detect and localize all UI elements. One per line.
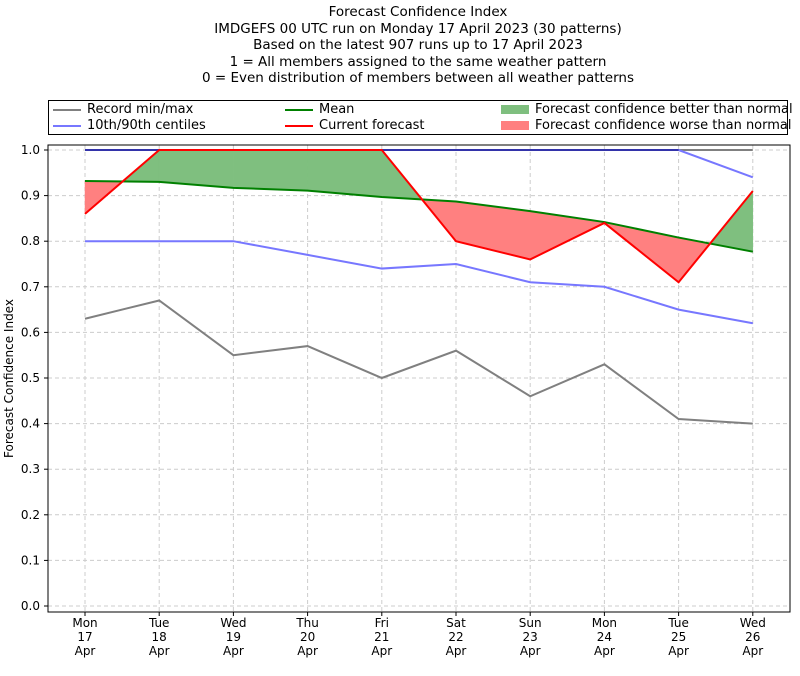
legend-item-record: Record min/max: [53, 102, 193, 117]
legend-item-centiles: 10th/90th centiles: [53, 118, 206, 133]
y-tick-label: 1.0: [21, 143, 40, 157]
chart-title: Forecast Confidence Index IMDGEFS 00 UTC…: [0, 4, 800, 87]
legend-label: Current forecast: [319, 118, 425, 133]
legend-swatch: [285, 108, 313, 111]
x-tick-label: Tue 18 Apr: [148, 616, 170, 658]
x-tick-label: Wed 19 Apr: [220, 616, 246, 658]
legend-swatch: [285, 124, 313, 127]
fill-better: [233, 149, 308, 191]
axes-frame: [47, 144, 791, 613]
legend-label: Forecast confidence better than normal: [535, 102, 793, 117]
y-tick-label: 0.7: [21, 280, 40, 294]
y-tick-label: 0.6: [21, 325, 40, 339]
legend-item-mean: Mean: [285, 102, 354, 117]
x-tick-label: Mon 24 Apr: [592, 616, 617, 658]
y-axis-label: Forecast Confidence Index: [2, 299, 16, 458]
legend-swatch: [501, 105, 529, 114]
legend-swatch: [501, 121, 529, 130]
legend-item-current: Current forecast: [285, 118, 425, 133]
y-tick-label: 0.9: [21, 189, 40, 203]
title-line: IMDGEFS 00 UTC run on Monday 17 April 20…: [214, 20, 622, 37]
x-tick-label: Wed 26 Apr: [740, 616, 766, 658]
legend-label: 10th/90th centiles: [87, 118, 206, 133]
title-line: Forecast Confidence Index: [328, 4, 508, 20]
legend-label: Record min/max: [87, 102, 194, 117]
record-min-line: [84, 299, 753, 425]
centile-10-line: [85, 240, 753, 325]
y-tick-label: 0.3: [21, 462, 40, 476]
y-tick-label: 0.4: [21, 417, 40, 431]
fill-worse: [529, 210, 605, 260]
x-tick-label: Mon 17 Apr: [72, 616, 97, 658]
x-tick-label: Fri 21 Apr: [371, 616, 392, 658]
y-tick-label: 0.1: [21, 553, 40, 567]
y-tick-label: 0.8: [21, 234, 40, 248]
fill-better: [307, 149, 383, 198]
title-line: 0 = Even distribution of members between…: [201, 70, 635, 86]
x-tick-label: Sat 22 Apr: [446, 616, 467, 658]
legend: Record min/max 10th/90th centiles Mean C…: [48, 100, 793, 135]
y-tick-label: 0.5: [21, 371, 40, 385]
legend-label: Mean: [319, 102, 355, 117]
y-tick-label: 0.2: [21, 508, 40, 522]
title-line: 1 = All members assigned to the same wea…: [229, 53, 607, 70]
legend-item-better: Forecast confidence better than normal: [501, 102, 793, 117]
x-tick-label: Thu 20 Apr: [295, 616, 319, 658]
legend-swatch: [53, 108, 81, 111]
x-tick-label: Tue 25 Apr: [667, 616, 689, 658]
y-tick-label: 0.0: [21, 599, 40, 613]
mean-line: [84, 180, 753, 253]
current-forecast-line: [84, 149, 754, 284]
legend-swatch: [53, 124, 81, 127]
title-line: Based on the latest 907 runs up to 17 Ap…: [253, 37, 583, 53]
x-tick-label: Sun 23 Apr: [519, 616, 542, 658]
legend-label: Forecast confidence worse than normal: [535, 118, 792, 133]
legend-item-worse: Forecast confidence worse than normal: [501, 118, 792, 133]
